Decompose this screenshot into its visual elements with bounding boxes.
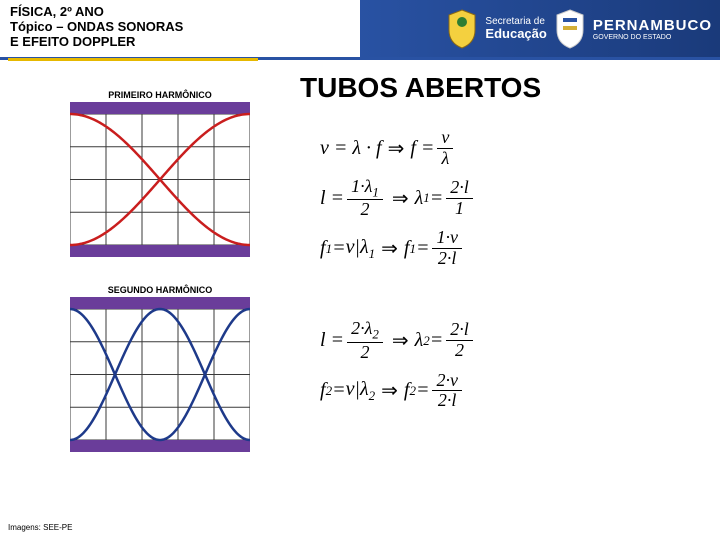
header-left: FÍSICA, 2º ANO Tópico – ONDAS SONORAS E … <box>10 4 183 49</box>
graph-2-label: SEGUNDO HARMÔNICO <box>70 285 250 295</box>
image-credits: Imagens: SEE-PE <box>8 523 72 532</box>
formulas-block-2: l = 2·λ22 ⇒ λ2 = 2·l2 f2 = ν|λ2 ⇒ f2 = 2·… <box>320 319 680 411</box>
header-right: Secretaria de Educação PERNAMBUCO GOVERN… <box>445 8 712 50</box>
shield-icon <box>445 8 479 50</box>
educacao-label: Educação <box>485 27 546 41</box>
pe-logo-block: PERNAMBUCO GOVERNO DO ESTADO <box>593 17 712 41</box>
formulas-region: v = λ · f ⇒ f = νλ l = 1·λ12 ⇒ λ1 = 2·l1 f… <box>320 120 680 419</box>
formula-line: l = 2·λ22 ⇒ λ2 = 2·l2 <box>320 319 680 363</box>
formula-line: l = 1·λ12 ⇒ λ1 = 2·l1 <box>320 177 680 221</box>
graph-1-svg <box>70 102 250 257</box>
page-header: FÍSICA, 2º ANO Tópico – ONDAS SONORAS E … <box>0 0 720 60</box>
formula-line: v = λ · f ⇒ f = νλ <box>320 128 680 169</box>
graph-2-svg <box>70 297 250 452</box>
graph-1-label: PRIMEIRO HARMÔNICO <box>70 90 250 100</box>
accent-line <box>8 58 258 61</box>
topic-text: Tópico – ONDAS SONORAS <box>10 19 183 34</box>
state-name: PERNAMBUCO <box>593 17 712 34</box>
gov-label: GOVERNO DO ESTADO <box>593 34 712 41</box>
pe-shield-icon <box>553 8 587 50</box>
graph-2-container: SEGUNDO HARMÔNICO <box>70 285 250 457</box>
formula-line: f2 = ν|λ2 ⇒ f2 = 2·ν2·l <box>320 371 680 412</box>
subtopic-text: E EFEITO DOPPLER <box>10 34 183 49</box>
secretaria-block: Secretaria de Educação <box>485 16 546 41</box>
subject-text: FÍSICA, 2º ANO <box>10 4 183 19</box>
formula-line: f1 = ν|λ1 ⇒ f1 = 1·ν2·l <box>320 228 680 269</box>
main-title: TUBOS ABERTOS <box>300 72 541 104</box>
formulas-block-1: v = λ · f ⇒ f = νλ l = 1·λ12 ⇒ λ1 = 2·l1 f… <box>320 128 680 269</box>
graph-1-container: PRIMEIRO HARMÔNICO <box>70 90 250 262</box>
